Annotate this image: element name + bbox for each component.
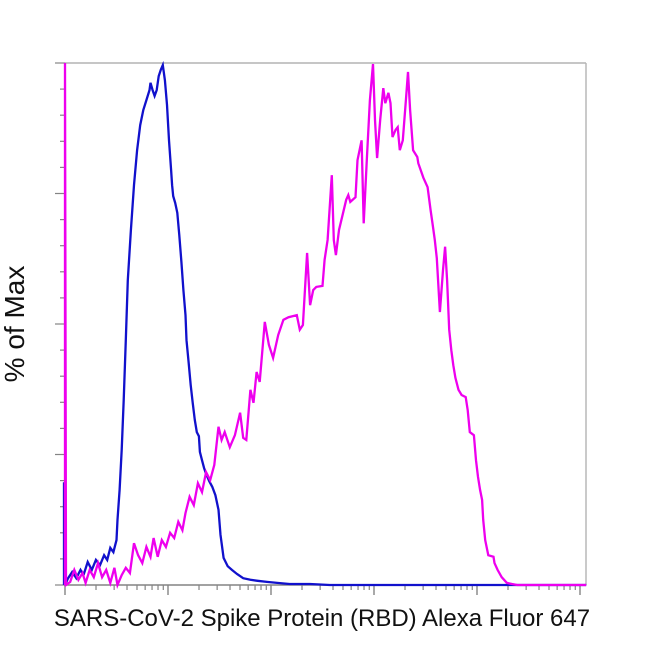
y-axis-label: % of Max [0, 266, 30, 383]
series-layer [62, 60, 587, 589]
blue-histogram [62, 60, 587, 587]
x-axis-label: SARS-CoV-2 Spike Protein (RBD) Alexa Flu… [54, 605, 590, 632]
axes-layer [55, 62, 587, 595]
magenta-histogram [63, 62, 587, 589]
